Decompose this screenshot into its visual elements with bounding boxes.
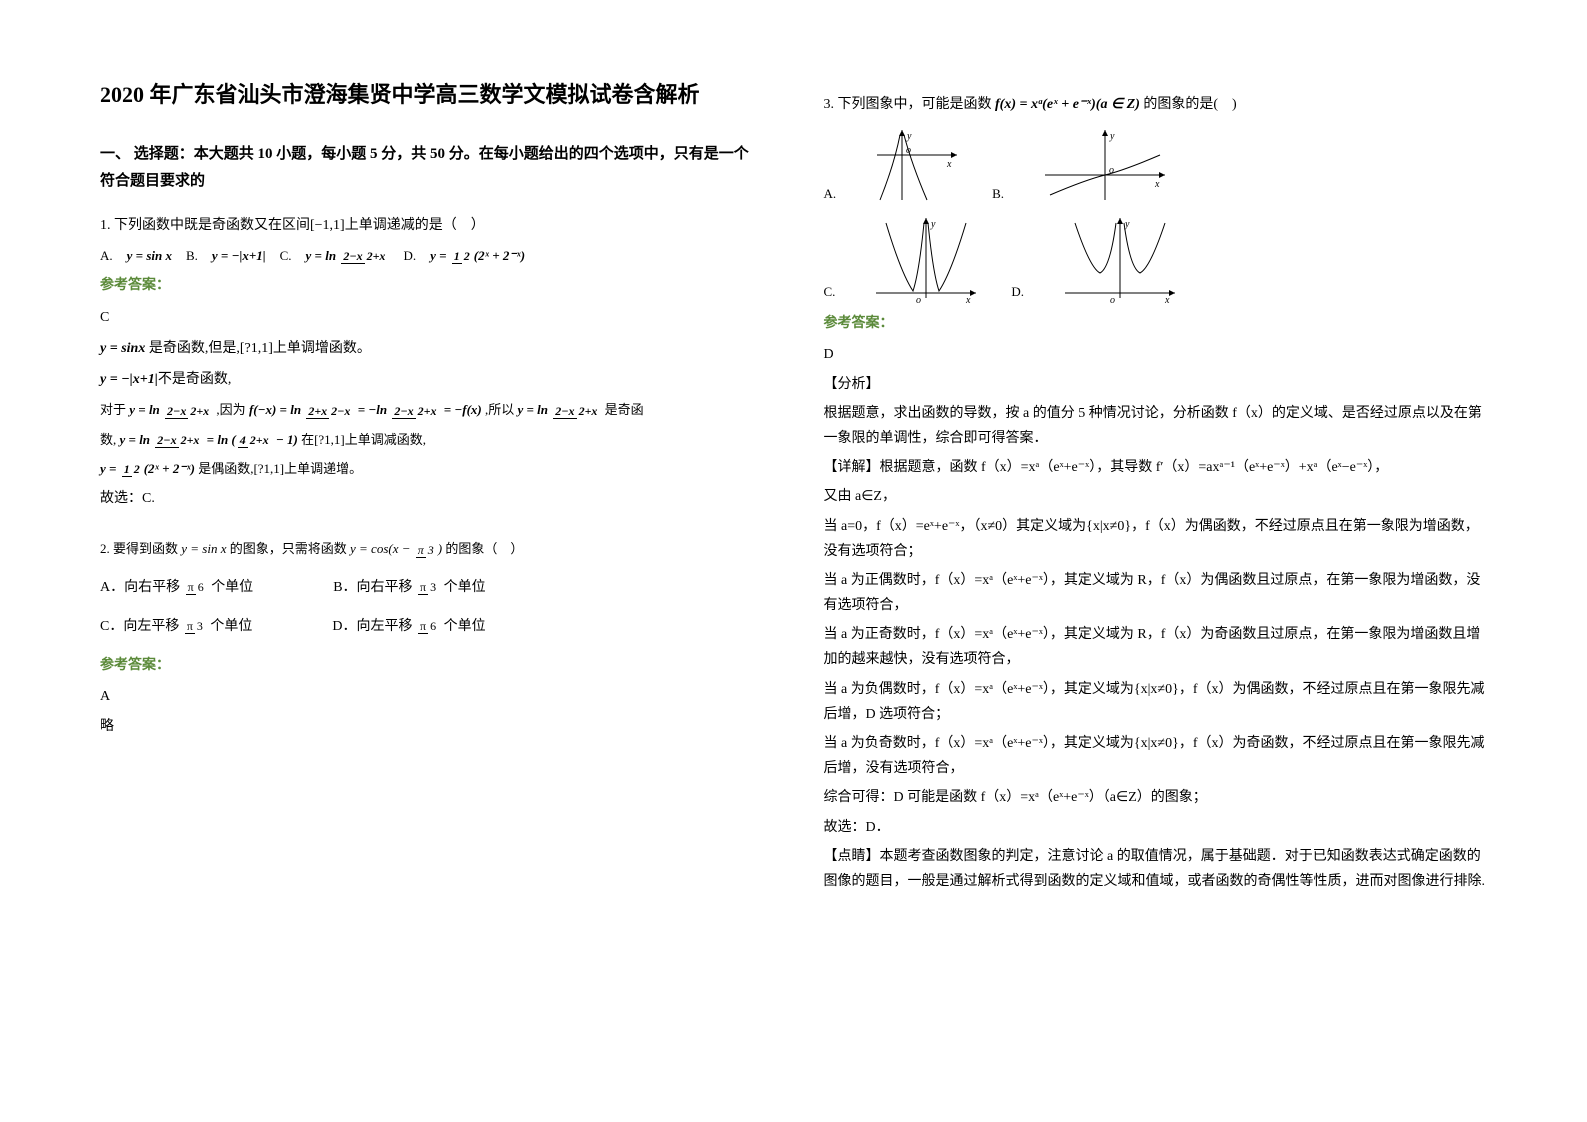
- q3-label-c: C.: [824, 280, 836, 303]
- svg-text:o: o: [916, 295, 921, 303]
- q3-p8: 综合可得：D 可能是函数 f（x）=xᵃ（eˣ+e⁻ˣ）（a∈Z）的图象；: [824, 785, 1488, 810]
- q1-exp5: y = 12(2ˣ + 2⁻ˣ) 是偶函数,[?1,1]上单调递增。: [100, 457, 764, 480]
- q1-exp2: y = −|x+1|不是奇函数,: [100, 367, 764, 392]
- q3-analysis-tag: 【分析】: [824, 372, 1488, 397]
- question-2: 2. 要得到函数 y = sin x 的图象，只需将函数 y = cos(x −…: [100, 531, 764, 742]
- q3-p10: 【点睛】本题考查函数图象的判定，注意讨论 a 的取值情况，属于基础题．对于已知函…: [824, 844, 1488, 894]
- question-3: 3. 下列图象中，可能是函数 f(x) = xᵃ(eˣ + e⁻ˣ)(a ∈ Z…: [824, 88, 1488, 898]
- q1-answer-label: 参考答案：: [100, 273, 764, 298]
- q3-p3: 当 a=0，f（x）=eˣ+e⁻ˣ，（x≠0）其定义域为{x|x≠0}，f（x）…: [824, 514, 1488, 564]
- svg-text:y: y: [930, 219, 936, 230]
- q3-graph-b: o x y: [1040, 125, 1170, 205]
- q3-p7: 当 a 为负奇数时，f（x）=xᵃ（eˣ+e⁻ˣ），其定义域为{x|x≠0}，f…: [824, 731, 1488, 781]
- q1-exp3: 对于 y = ln 2−x2+x ,因为 f(−x) = ln 2+x2−x =…: [100, 398, 764, 421]
- section-1-heading: 一、 选择题：本大题共 10 小题，每小题 5 分，共 50 分。在每小题给出的…: [100, 141, 764, 195]
- q2-options-row1: A．向右平移 π6 个单位 B．向右平移 π3 个单位: [100, 575, 764, 600]
- svg-text:o: o: [1110, 295, 1115, 303]
- q2-stem: 2. 要得到函数 y = sin x 的图象，只需将函数 y = cos(x −…: [100, 537, 764, 560]
- q3-answer: D: [824, 342, 1488, 367]
- q1-opt-a-math: y = sin x: [127, 244, 172, 267]
- q3-graph-row-2: C. o x y D. o x y: [824, 213, 1488, 303]
- q1-opt-a-label: A.: [100, 244, 113, 267]
- right-column: 3. 下列图象中，可能是函数 f(x) = xᵃ(eˣ + e⁻ˣ)(a ∈ Z…: [824, 80, 1488, 1082]
- q3-graph-a: o x y: [872, 125, 962, 205]
- svg-text:x: x: [946, 159, 952, 170]
- q3-answer-label: 参考答案：: [824, 311, 1488, 336]
- svg-text:x: x: [965, 295, 971, 303]
- q1-stem: 1. 下列函数中既是奇函数又在区间[−1,1]上单调递减的是（ ）: [100, 213, 764, 238]
- q1-answer: C: [100, 305, 764, 330]
- q1-exp4: 数, y = ln 2−x2+x = ln (42+x − 1) 在[?1,1]…: [100, 428, 764, 451]
- q1-exp1: y = sinx 是奇函数,但是,[?1,1]上单调增函数。: [100, 336, 764, 361]
- q3-p5: 当 a 为正奇数时，f（x）=xᵃ（eˣ+e⁻ˣ），其定义域为 R，f（x）为奇…: [824, 622, 1488, 672]
- left-column: 2020 年广东省汕头市澄海集贤中学高三数学文模拟试卷含解析 一、 选择题：本大…: [100, 80, 764, 1082]
- q3-graph-c: o x y: [871, 213, 981, 303]
- document-title: 2020 年广东省汕头市澄海集贤中学高三数学文模拟试卷含解析: [100, 80, 764, 111]
- q1-opt-d-label: D.: [403, 244, 416, 267]
- q3-p6: 当 a 为负偶数时，f（x）=xᵃ（eˣ+e⁻ˣ），其定义域为{x|x≠0}，f…: [824, 677, 1488, 727]
- q1-options: A. y = sin x B. y = −|x+1| C. y = ln 2−x…: [100, 244, 764, 267]
- q3-graph-row-1: A. o x y B. o x y: [824, 125, 1488, 205]
- svg-text:x: x: [1164, 295, 1170, 303]
- q3-label-b: B.: [992, 182, 1004, 205]
- q3-p2b: 又由 a∈Z，: [824, 484, 1488, 509]
- svg-text:y: y: [906, 131, 912, 142]
- svg-text:o: o: [1109, 165, 1114, 176]
- q1-exp6: 故选：C.: [100, 486, 764, 511]
- q3-p9: 故选：D．: [824, 815, 1488, 840]
- q2-exp: 略: [100, 714, 764, 739]
- q3-stem: 3. 下列图象中，可能是函数 f(x) = xᵃ(eˣ + e⁻ˣ)(a ∈ Z…: [824, 92, 1488, 117]
- q3-label-a: A.: [824, 182, 837, 205]
- svg-text:x: x: [1154, 179, 1160, 190]
- q1-opt-b-math: y = −|x+1|: [212, 244, 266, 267]
- svg-text:y: y: [1109, 131, 1115, 142]
- q2-options-row2: C．向左平移 π3 个单位 D．向左平移 π6 个单位: [100, 614, 764, 639]
- q2-answer-label: 参考答案：: [100, 653, 764, 678]
- q3-graph-d: o x y: [1060, 213, 1180, 303]
- q1-opt-b-label: B.: [186, 244, 198, 267]
- q1-opt-c-label: C.: [280, 244, 292, 267]
- q2-answer: A: [100, 684, 764, 709]
- q3-p2a: 【详解】根据题意，函数 f（x）=xᵃ（eˣ+e⁻ˣ），其导数 f′（x）=ax…: [824, 455, 1488, 480]
- q3-p4: 当 a 为正偶数时，f（x）=xᵃ（eˣ+e⁻ˣ），其定义域为 R，f（x）为偶…: [824, 568, 1488, 618]
- q3-label-d: D.: [1011, 280, 1024, 303]
- question-1: 1. 下列函数中既是奇函数又在区间[−1,1]上单调递减的是（ ） A. y =…: [100, 213, 764, 516]
- q3-p1: 根据题意，求出函数的导数，按 a 的值分 5 种情况讨论，分析函数 f（x）的定…: [824, 401, 1488, 451]
